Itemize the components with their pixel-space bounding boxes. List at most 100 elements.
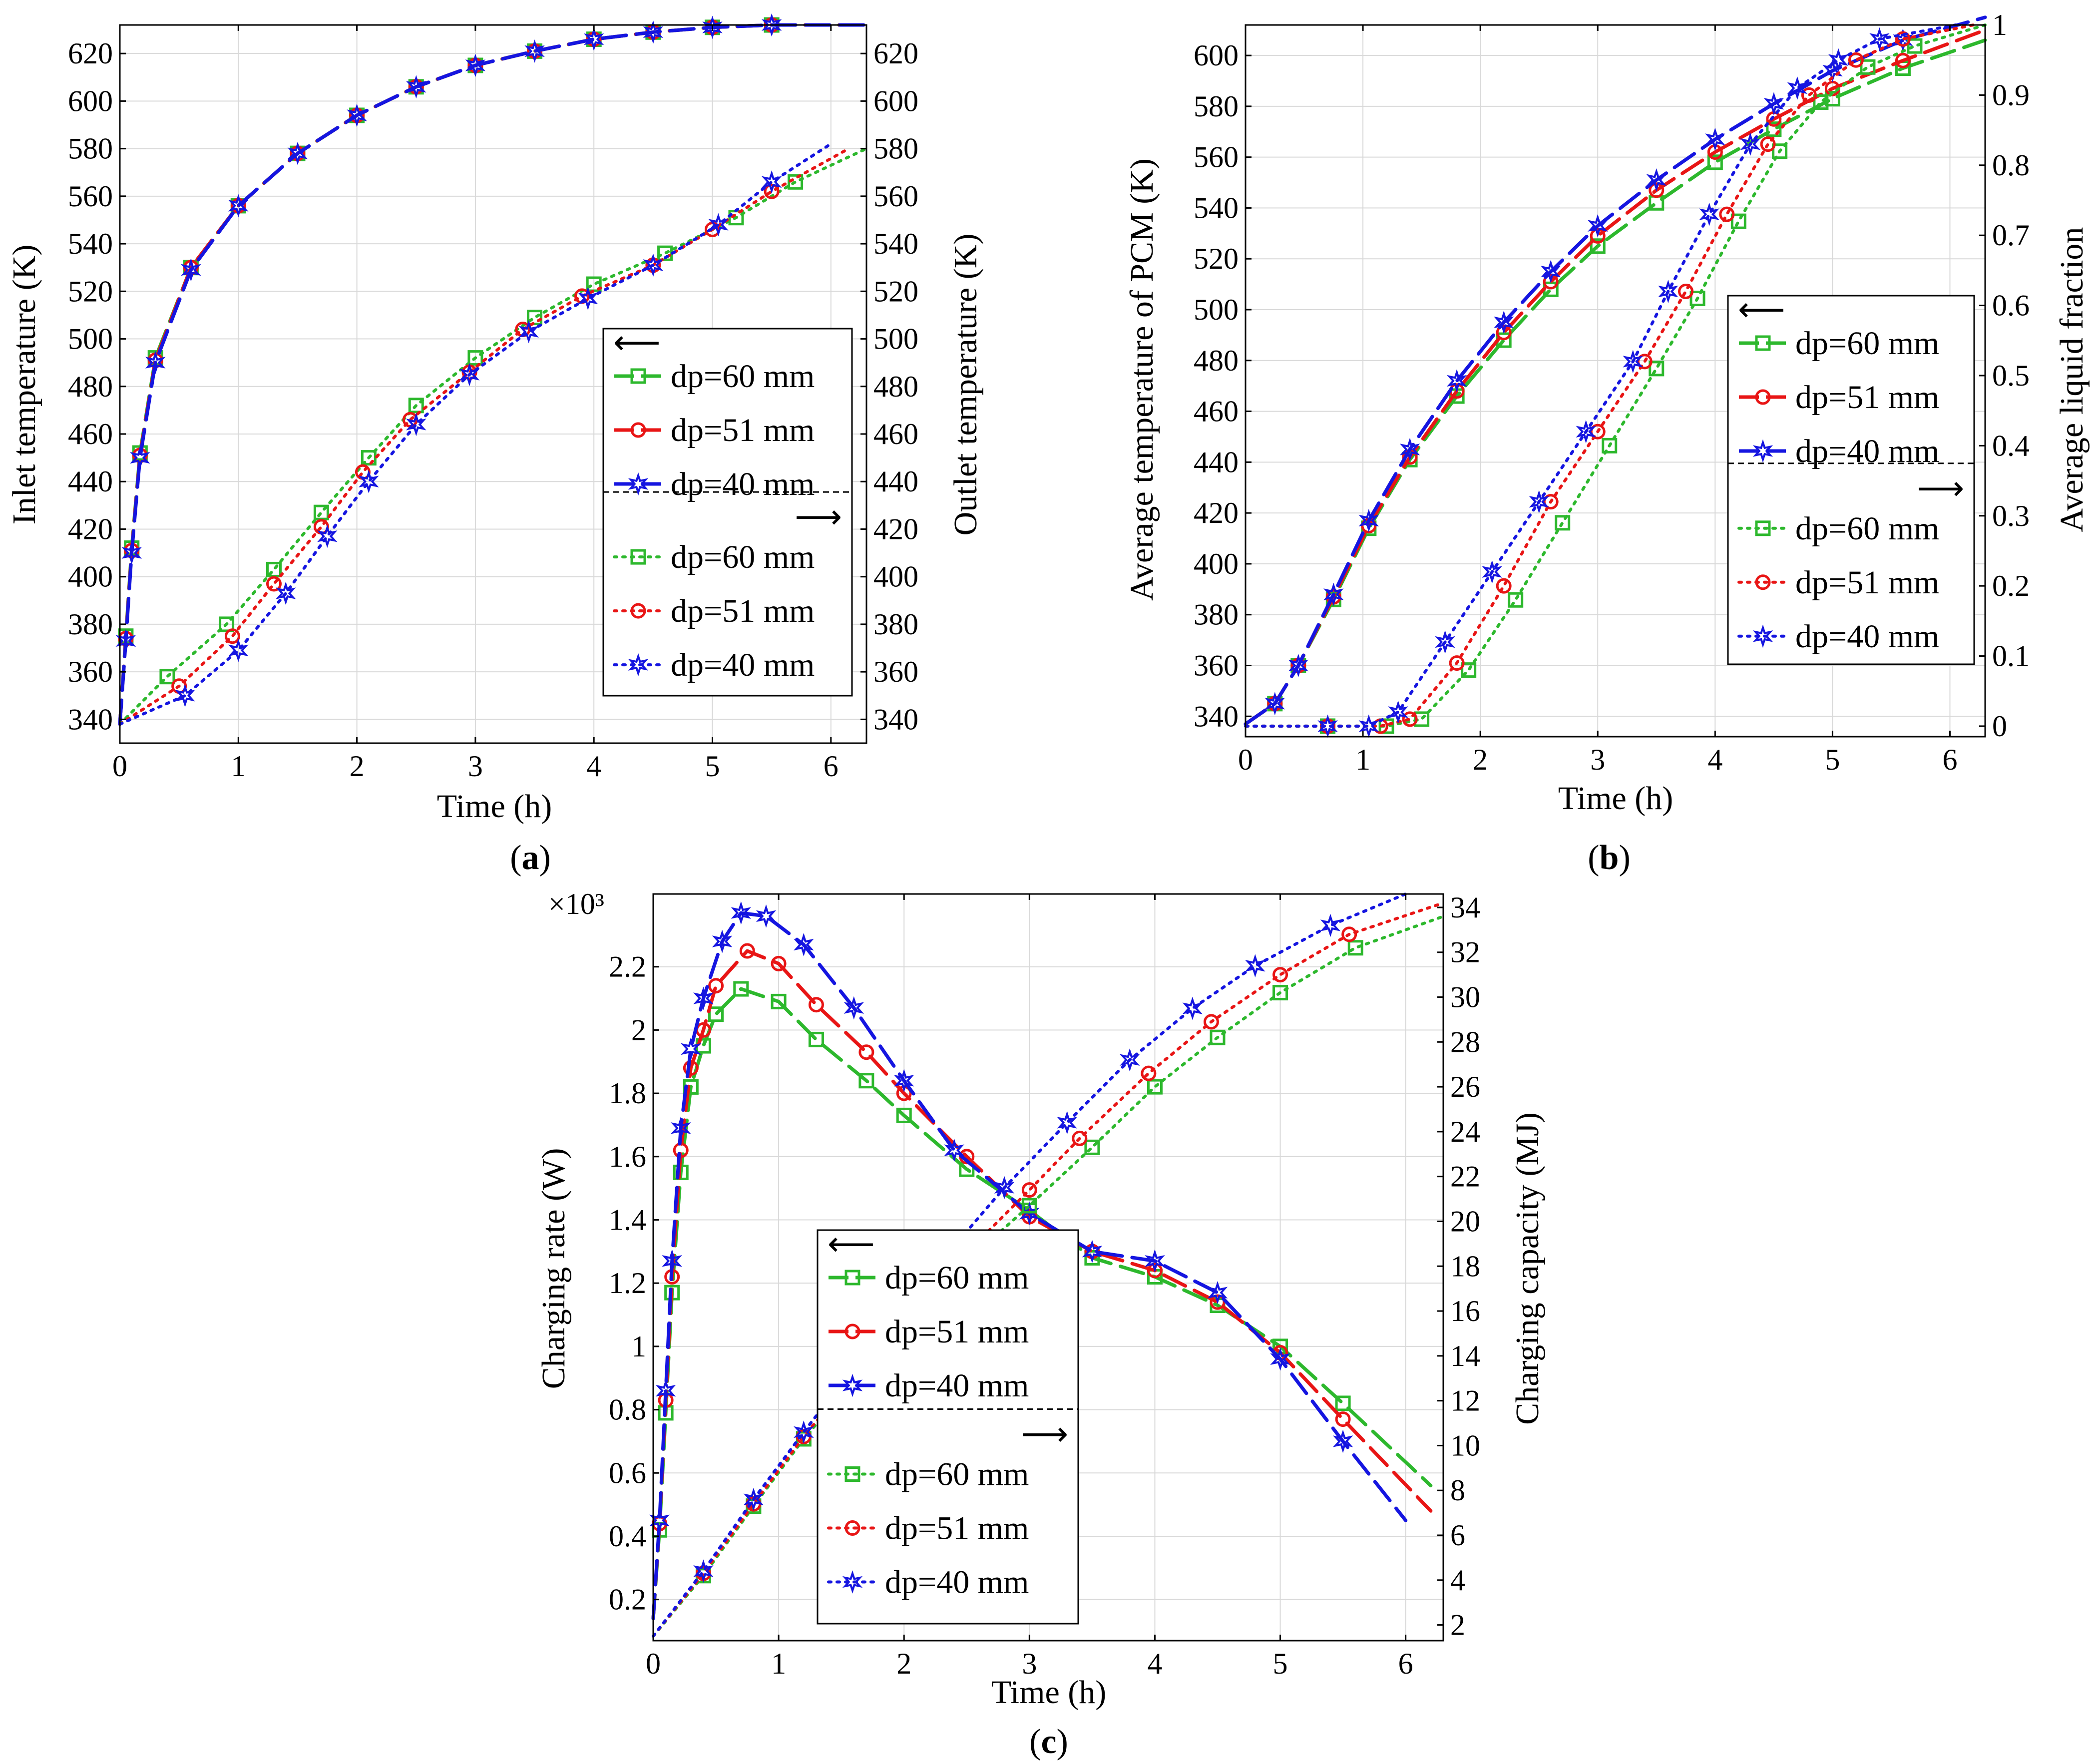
data-point-circle xyxy=(1649,182,1665,198)
legend-entry-label: dp=51 mm xyxy=(671,593,815,629)
y-left-tick-label: 540 xyxy=(68,227,113,260)
y-left-tick-label: 420 xyxy=(1194,496,1239,529)
data-point-star xyxy=(1529,490,1549,514)
y-left-tick-label: 380 xyxy=(1194,598,1239,631)
data-point-star xyxy=(655,1379,676,1402)
y-right-tick-label: 16 xyxy=(1450,1295,1480,1327)
data-point-star xyxy=(681,1037,701,1061)
data-point-square xyxy=(1347,940,1363,956)
legend-marker-star xyxy=(1752,624,1773,648)
data-point-star xyxy=(1435,630,1455,654)
data-point-square xyxy=(1272,985,1288,1001)
y-right-tick-label: 10 xyxy=(1450,1429,1480,1462)
data-point-square xyxy=(858,1073,874,1089)
y-left-tick-label: 540 xyxy=(1194,191,1239,224)
data-point-star xyxy=(731,901,752,925)
data-point-square xyxy=(266,561,282,577)
data-point-star xyxy=(1323,582,1344,606)
chart-panel-c: 0 1 2 3 4 5 60.20.40.60.811.21.41.61.822.22468… xyxy=(535,887,1546,1761)
y-left-tick-label: 0.6 xyxy=(609,1456,646,1489)
data-point-circle xyxy=(858,1044,874,1060)
series-group xyxy=(115,13,868,726)
legend-marker-star xyxy=(628,653,649,677)
y-left-tick-label: 480 xyxy=(1194,344,1239,377)
data-point-circle xyxy=(708,978,724,994)
y-left-tick-label: 0.2 xyxy=(609,1583,646,1616)
y-right-axis-label: Outlet temperature (K) xyxy=(947,234,984,536)
x-tick-label: 5 xyxy=(1273,1647,1288,1680)
data-point-star xyxy=(643,253,664,277)
x-tick-label: 6 xyxy=(1398,1647,1413,1680)
series-line-dot-dp40 xyxy=(118,142,833,726)
data-point-circle xyxy=(1496,325,1512,341)
data-point-star xyxy=(994,1176,1015,1200)
legend: ⟵ ⟶ dp=60 mm dp=51 mm dp=40 mm dp=60 mm dp=51 … xyxy=(602,325,853,697)
data-point-square xyxy=(1860,59,1876,75)
legend-entry-label: dp=51 mm xyxy=(885,1314,1029,1350)
y-right-tick-label: 26 xyxy=(1450,1070,1480,1103)
data-point-star xyxy=(406,75,426,99)
data-point-star xyxy=(181,258,201,282)
y-right-tick-label: 520 xyxy=(873,275,918,308)
data-point-square xyxy=(219,616,235,632)
y-left-tick-label: 1.2 xyxy=(609,1267,646,1300)
data-point-circle xyxy=(739,943,755,959)
x-tick-label: 2 xyxy=(350,750,365,783)
data-point-star xyxy=(1320,913,1341,937)
x-tick-label: 2 xyxy=(896,1647,911,1680)
y-right-tick-label: 460 xyxy=(873,418,918,450)
data-point-square xyxy=(1707,154,1723,170)
data-point-square xyxy=(1772,143,1788,159)
data-point-square xyxy=(1602,438,1618,453)
legend-entry-label: dp=60 mm xyxy=(1795,325,1939,362)
y-right-tick-label: 0 xyxy=(1992,710,2007,743)
legend-box xyxy=(602,328,853,697)
y-left-tick-label: 0.4 xyxy=(609,1520,646,1553)
y-left-tick-label: 420 xyxy=(68,512,113,545)
y-left-tick-label: 340 xyxy=(68,703,113,736)
legend-marker-circle xyxy=(630,422,646,438)
data-point-star xyxy=(459,363,480,387)
x-tick-label: 3 xyxy=(468,750,483,783)
chart-panel-a: 0 1 2 3 4 5 6 340 360 380 400 420 440 460 480 500 520 540… xyxy=(6,13,984,877)
data-point-square xyxy=(1907,38,1923,54)
data-point-star xyxy=(708,213,729,237)
legend-entry-label: dp=60 mm xyxy=(671,539,815,575)
y-left-tick-label: 460 xyxy=(1194,395,1239,428)
data-point-star xyxy=(693,1559,714,1583)
y-right-tick-label: 0.6 xyxy=(1992,289,2030,322)
y-left-tick-label: 380 xyxy=(68,608,113,641)
y-right-tick-label: 1 xyxy=(1992,8,2007,41)
x-tick-label: 6 xyxy=(824,750,839,783)
data-point-circle xyxy=(1895,52,1911,68)
x-tick-label: 6 xyxy=(1942,743,1957,776)
legend-entry-label: dp=40 mm xyxy=(885,1564,1029,1601)
y-left-tick-label: 500 xyxy=(68,323,113,356)
data-point-square xyxy=(808,1031,824,1047)
data-point-square xyxy=(1147,1079,1163,1095)
data-point-star xyxy=(1082,1240,1103,1264)
data-point-star xyxy=(465,53,486,77)
y-left-tick-label: 1.6 xyxy=(609,1140,646,1173)
data-point-star xyxy=(1057,1111,1077,1135)
data-point-star xyxy=(1207,1281,1228,1305)
y-right-axis-label: Charging capacity (MJ) xyxy=(1509,1112,1546,1425)
data-point-circle xyxy=(1543,494,1559,510)
data-point-star xyxy=(1740,132,1761,156)
x-tick-label: 5 xyxy=(705,750,720,783)
data-point-star xyxy=(1270,1347,1290,1371)
data-point-circle xyxy=(1449,655,1465,671)
legend-entry-label: dp=60 mm xyxy=(1795,510,1939,547)
y-right-tick-label: 480 xyxy=(873,370,918,403)
legend-entry-label: dp=60 mm xyxy=(671,358,815,395)
data-point-star xyxy=(359,469,379,493)
y-right-tick-label: 0.1 xyxy=(1992,640,2030,673)
panel-letter: c xyxy=(1041,1723,1056,1761)
data-point-square xyxy=(1210,1029,1226,1045)
y-right-tick-label: 0.3 xyxy=(1992,499,2030,532)
legend-marker-square xyxy=(844,1270,860,1286)
x-axis-label: Time (h) xyxy=(991,1674,1106,1711)
y-left-tick-label: 1.4 xyxy=(609,1203,646,1236)
legend-marker-square xyxy=(630,549,646,565)
